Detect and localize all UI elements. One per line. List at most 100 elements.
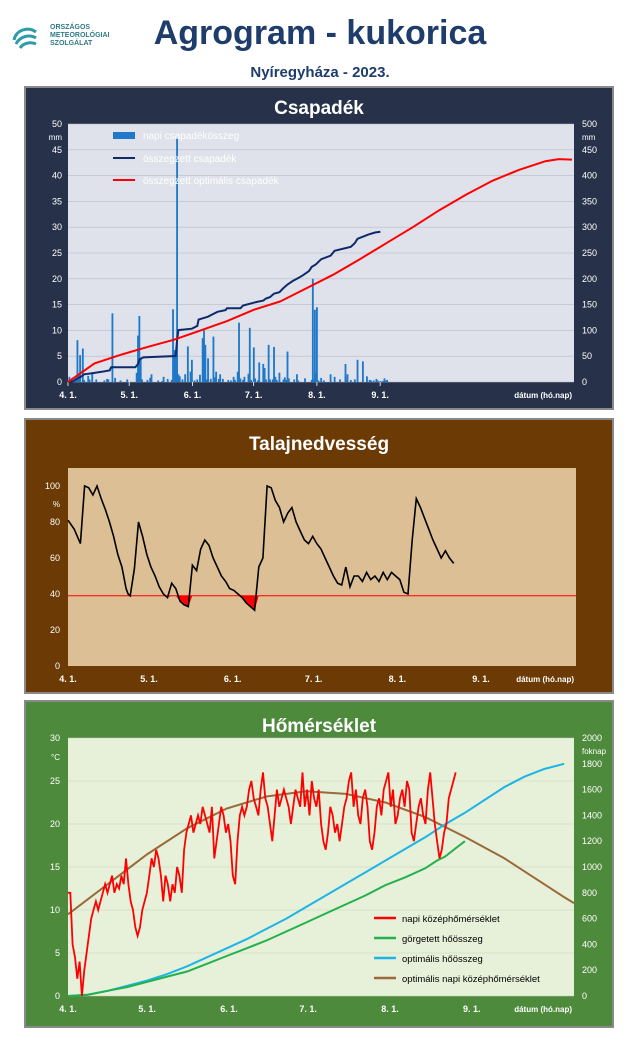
page-subtitle: Nyíregyháza - 2023.	[250, 64, 390, 81]
y-tick-label: 10	[52, 325, 62, 335]
soil-moisture-line	[67, 483, 455, 612]
soil-moisture-panel: Talajnedvesség 0 20 40 60 80 100% 4. 1. 5. 1. 6.…	[24, 418, 614, 694]
precip-bar	[322, 380, 325, 382]
precip-bar	[375, 378, 378, 382]
x-tick-label: 6. 1.	[224, 674, 242, 684]
x-tick-label: 4. 1.	[59, 1004, 77, 1014]
x-tick-label: 4. 1.	[59, 674, 77, 684]
legend-label: optimális napi középhőmérséklet	[402, 974, 540, 985]
x-tick-label: 7. 1.	[305, 674, 323, 684]
precip-bar	[219, 374, 222, 382]
legend-bar-swatch	[113, 132, 135, 139]
y-right-tick-label: 50	[582, 351, 592, 361]
precip-bar	[150, 374, 153, 382]
precip-bar	[263, 368, 266, 382]
y-tick-label: 50	[52, 119, 62, 129]
omsz-logo-icon	[12, 27, 37, 49]
precip-bar	[238, 322, 240, 382]
precip-bar	[135, 372, 138, 382]
precip-bar	[271, 379, 274, 382]
header: ORSZÁGOS METEOROLÓGIAI SZOLGÁLAT Agrogra…	[0, 0, 640, 86]
precip-bar	[161, 380, 164, 382]
precip-bar	[146, 379, 149, 382]
y-right-tick-label: 200	[582, 965, 597, 975]
y-tick-label: 30	[50, 733, 60, 743]
legend-label: napi középhőmérséklet	[402, 914, 500, 925]
precip-bar	[273, 346, 275, 382]
x-tick-label: 9. 1.	[371, 390, 389, 400]
precip-bar	[278, 372, 281, 382]
precip-bar	[282, 379, 285, 382]
y-right-tick-label: 400	[582, 171, 597, 181]
precip-bar	[88, 379, 91, 382]
y-tick-label: 80	[50, 517, 60, 527]
precip-bar	[217, 378, 220, 382]
precip-bar	[205, 379, 208, 382]
precip-bar	[361, 361, 364, 382]
precip-bar	[81, 348, 84, 382]
precip-bar	[184, 374, 187, 382]
precip-bar	[344, 363, 347, 382]
y-tick-label: 40	[52, 171, 62, 181]
precip-bar	[170, 379, 173, 382]
y-tick-label: 60	[50, 553, 60, 563]
precip-bar	[212, 336, 215, 382]
y-tick-label: 20	[50, 625, 60, 635]
precip-bar	[190, 359, 193, 382]
precip-bar	[234, 379, 236, 382]
y-right-tick-label: 1200	[582, 836, 602, 846]
precip-bar	[320, 377, 323, 382]
y-right-tick-label: 250	[582, 248, 597, 258]
precip-bar	[114, 377, 117, 382]
x-tick-label: 8. 1.	[308, 390, 326, 400]
precip-bar	[383, 378, 386, 382]
precip-bar	[193, 380, 196, 382]
precip-bar	[252, 347, 255, 382]
legend-label: napi csapadékösszeg	[143, 131, 239, 142]
precipitation-panel: Csapadék 0 5 10 15 20 25 30 35 40 45 50 0 50 100 150 20…	[24, 86, 614, 410]
precip-bar	[137, 335, 139, 382]
precip-bar	[230, 380, 232, 382]
omsz-logo: ORSZÁGOS METEOROLÓGIAI SZOLGÁLAT	[10, 22, 120, 62]
y-right-tick-label: 2000	[582, 733, 602, 743]
precip-bar	[196, 379, 199, 382]
precip-bar	[172, 309, 174, 382]
x-axis-label: dátum (hó.nap)	[516, 675, 574, 684]
precip-bar	[79, 355, 82, 382]
x-tick-label: 8. 1.	[381, 1004, 399, 1014]
precip-bar	[356, 359, 359, 382]
precip-bar	[311, 278, 314, 382]
precip-bar	[87, 375, 90, 382]
y-tick-label: 5	[55, 948, 60, 958]
precipitation-chart: 0510152025303540455005010015020025030035…	[49, 119, 597, 400]
y-right-tick-label: 0	[582, 991, 587, 1001]
precip-bar	[317, 380, 320, 382]
precip-bar	[256, 380, 259, 382]
deficit-area	[163, 595, 259, 611]
precip-bar	[186, 346, 189, 382]
precip-bar	[242, 379, 244, 382]
y-tick-label: 20	[52, 274, 62, 284]
logo-text: ORSZÁGOS METEOROLÓGIAI SZOLGÁLAT	[50, 24, 110, 48]
precip-bar	[296, 374, 298, 382]
legend-label: görgetett hőösszeg	[402, 934, 483, 945]
precip-bar	[384, 380, 387, 382]
y-right-tick-label: 200	[582, 274, 597, 284]
cumulative-precip-line	[67, 230, 381, 383]
y-tick-label: 10	[50, 905, 60, 915]
soil-moisture-title: Talajnedvesség	[248, 434, 390, 455]
y-tick-label: 0	[57, 377, 62, 387]
legend-label: összegzett optimális csapadék	[143, 176, 280, 187]
precip-bar	[353, 379, 356, 382]
precip-bar	[157, 380, 160, 382]
precip-bar	[269, 379, 271, 382]
y-tick-label: 30	[52, 222, 62, 232]
y-right-tick-label: 800	[582, 888, 597, 898]
y-right-tick-label: 1400	[582, 810, 602, 820]
precip-bar	[376, 380, 379, 382]
x-tick-label: 5. 1.	[140, 674, 158, 684]
optimal-heat-sum-line	[67, 762, 565, 997]
x-tick-label: 5. 1.	[120, 390, 138, 400]
precip-bar	[111, 313, 114, 382]
rolling-heat-sum-line	[67, 840, 466, 997]
